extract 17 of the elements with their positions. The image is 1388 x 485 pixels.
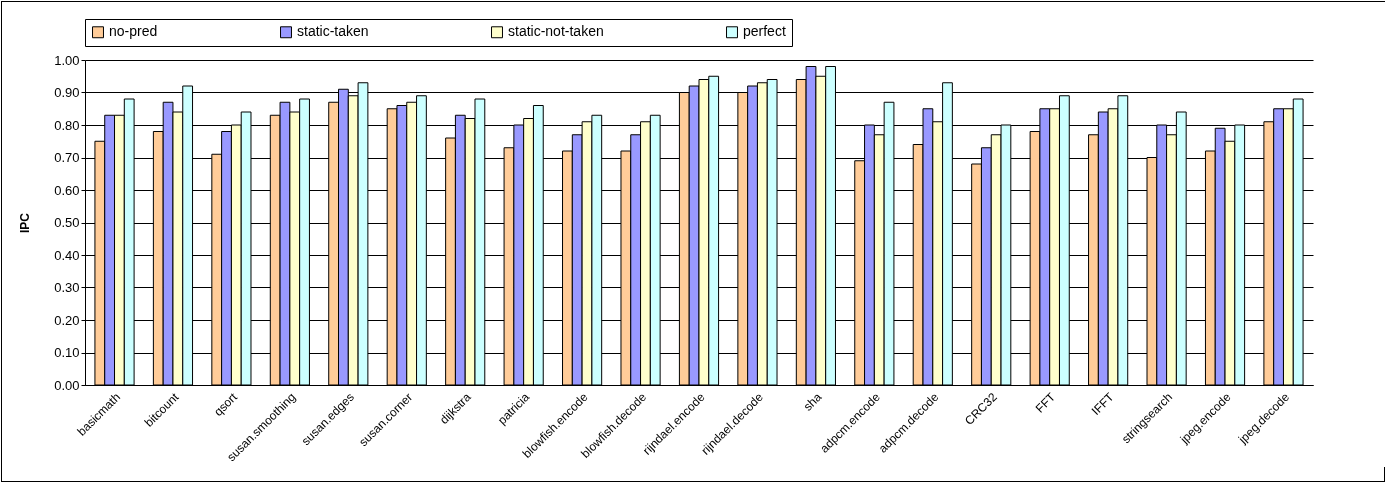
y-axis-title: IPC: [18, 212, 33, 234]
y-tick-label: 0.20: [54, 312, 80, 328]
x-tick-label: sha: [800, 389, 825, 414]
y-tick-label: 0.30: [54, 280, 80, 295]
y-tick-label: 0.40: [54, 247, 80, 263]
y-tick-label: 0.50: [54, 215, 80, 230]
y-tick-label: 0.10: [54, 345, 80, 360]
y-tick-label: 0.00: [54, 377, 80, 393]
y-tick-label: 0.90: [54, 85, 80, 100]
legend-label: static-taken: [297, 23, 369, 40]
legend-label: static-not-taken: [508, 23, 604, 40]
legend-label: no-pred: [109, 23, 158, 40]
y-tick-label: 0.70: [54, 150, 80, 165]
y-tick-label: 0.80: [54, 117, 80, 133]
y-tick-label: 1.00: [54, 52, 80, 68]
legend-label: perfect: [743, 23, 786, 40]
y-tick-label: 0.60: [54, 182, 80, 198]
